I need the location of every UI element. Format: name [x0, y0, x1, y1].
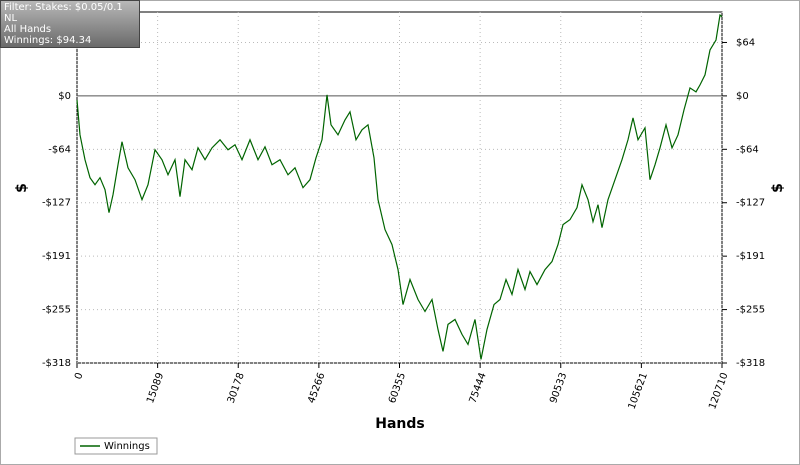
hands-text: All Hands — [4, 24, 52, 35]
filter-text: Filter: Stakes: $0.05/0.1 NL — [4, 2, 123, 24]
y2-tick-label: $64 — [736, 37, 755, 48]
y-tick-label: -$255 — [42, 305, 71, 316]
y-axis-label: $ — [14, 183, 30, 193]
legend-box — [74, 437, 158, 455]
y2-tick-label: -$255 — [736, 305, 765, 316]
line — [76, 13, 723, 360]
y-tick-label: -$191 — [42, 251, 71, 262]
y2-tick-label: -$318 — [736, 358, 765, 369]
winnings-text: Winnings: $94.34 — [4, 35, 92, 46]
y2-tick-label: -$64 — [736, 144, 759, 155]
x-axis-label: Hands — [375, 416, 425, 432]
legend-label: Winnings — [104, 441, 150, 452]
y2-tick-label: -$127 — [736, 198, 765, 209]
x-tick-label: 0 — [73, 371, 86, 381]
y2-axis-label: $ — [770, 183, 786, 193]
info-box: Filter: Stakes: $0.05/0.1 NL All Hands W… — [0, 0, 140, 48]
y-tick-label: -$64 — [48, 144, 71, 155]
y2-tick-label: -$191 — [736, 251, 765, 262]
y2-tick-label: $0 — [736, 91, 749, 102]
y-tick-label: -$127 — [42, 198, 71, 209]
y-tick-label: -$318 — [42, 358, 71, 369]
y-tick-label: $0 — [58, 91, 71, 102]
